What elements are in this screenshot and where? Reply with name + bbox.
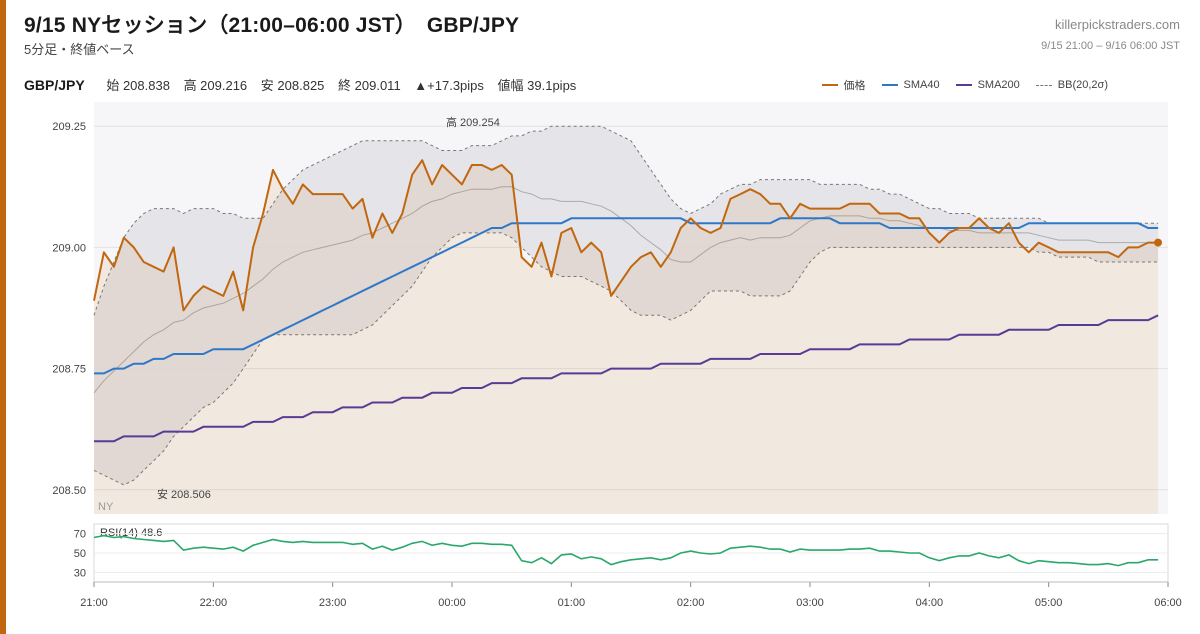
legend-label-sma40: SMA40 <box>903 79 940 91</box>
sma200-line <box>94 314 1159 443</box>
rsi-label: RSI(14) 48.6 <box>100 527 162 539</box>
legend-swatch-bb <box>1035 84 1052 86</box>
rsi-line <box>93 534 1159 567</box>
rsi-tick-label: 70 <box>74 529 86 541</box>
chart-subtitle: 5分足・終値ベース <box>24 42 135 57</box>
x-tick-label: 02:00 <box>677 597 705 609</box>
y-tick-label: 209.25 <box>52 121 86 133</box>
legend-item-bb: BB(20,2σ) <box>1035 79 1108 91</box>
sma40-line <box>94 217 1159 375</box>
x-tick-label: 21:00 <box>80 597 108 609</box>
price-area <box>94 160 1159 514</box>
bollinger-upper-line <box>93 125 1159 316</box>
y-tick-label: 208.50 <box>52 485 86 497</box>
close-value: 終 209.011 <box>338 78 401 93</box>
price-line <box>93 159 1159 312</box>
x-axis-ticks: 21:00 22:00 23:00 00:00 01:00 02:00 03:00 04:00… <box>80 581 1182 609</box>
session-label: NY <box>98 501 114 513</box>
x-tick-label: 03:00 <box>796 597 824 609</box>
y-tick-label: 209.00 <box>52 242 86 254</box>
pair-label: GBP/JPY <box>24 77 85 93</box>
legend-label-sma200: SMA200 <box>977 79 1020 91</box>
legend-item-sma40: SMA40 <box>881 79 940 91</box>
price-fill <box>94 160 1159 514</box>
rsi-panel: RSI(14) 48.6 70 50 30 <box>74 527 1168 579</box>
site-name: killerpickstraders.com <box>1055 17 1180 32</box>
x-tick-label: 23:00 <box>319 597 347 609</box>
low-annotation: 安 208.506 <box>157 487 211 501</box>
change-value: ▲+17.3pips <box>414 78 484 93</box>
range-width-value: 値幅 39.1pips <box>497 78 577 93</box>
x-tick-label: 00:00 <box>438 597 466 609</box>
legend-swatch-sma200 <box>955 84 972 86</box>
legend-item-price: 価格 <box>821 77 866 93</box>
x-tick-label: 01:00 <box>558 597 586 609</box>
legend-label-price: 価格 <box>843 80 866 92</box>
y-axis-ticks: 209.25 209.00 208.75 208.50 <box>52 121 86 497</box>
low-value: 安 208.825 <box>260 78 325 93</box>
annotations: 高 209.254 安 208.506 NY <box>98 115 500 513</box>
stats-bar: GBP/JPY 始 208.838 高 209.216 安 208.825 終 … <box>24 75 586 94</box>
legend-swatch-sma40 <box>881 84 898 86</box>
accent-bar <box>0 0 6 634</box>
rsi-tick-label: 30 <box>74 567 86 579</box>
high-value: 高 209.216 <box>183 78 248 93</box>
rsi-tick-label: 50 <box>74 548 86 560</box>
legend-item-sma200: SMA200 <box>955 79 1020 91</box>
y-tick-label: 208.75 <box>52 364 86 376</box>
series-lines <box>93 159 1163 443</box>
high-annotation: 高 209.254 <box>446 115 500 129</box>
x-tick-label: 05:00 <box>1035 597 1063 609</box>
legend: 価格 SMA40 SMA200 BB(20,2σ) <box>821 77 1108 93</box>
x-tick-label: 06:00 <box>1154 597 1182 609</box>
bollinger-middle-line <box>93 186 1159 394</box>
chart-title: 9/15 NYセッション（21:00–06:00 JST） GBP/JPY <box>24 14 520 37</box>
open-value: 始 208.838 <box>106 78 170 93</box>
last-price-marker <box>1154 238 1163 247</box>
x-tick-label: 22:00 <box>200 597 228 609</box>
legend-label-bb: BB(20,2σ) <box>1057 79 1108 91</box>
time-range: 9/15 21:00 – 9/16 06:00 JST <box>1041 40 1180 52</box>
legend-swatch-price <box>821 84 838 86</box>
x-tick-label: 04:00 <box>916 597 944 609</box>
